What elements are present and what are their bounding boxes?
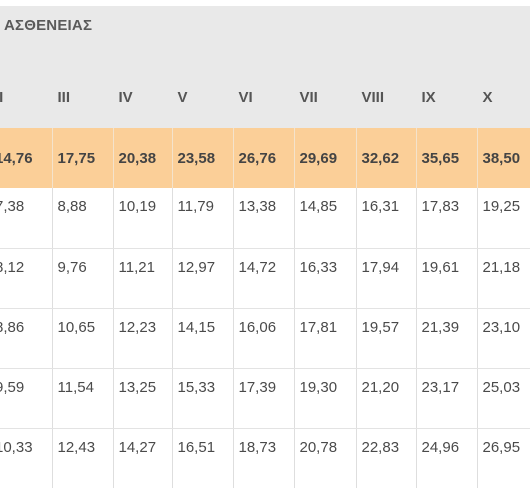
rates-table: IIIIIIVVVIVIIVIIIIXX14,7617,7520,3823,58… [0, 68, 530, 488]
column-header: X [477, 68, 530, 128]
table-cell: 10,65 [52, 308, 114, 369]
table-cell: 21,39 [416, 308, 478, 369]
table-title-bar: ΑΣΘΕΝΕΙΑΣ [0, 6, 530, 68]
table-cell: 26,95 [477, 428, 530, 488]
column-header: III [52, 68, 114, 128]
table-cell: 16,51 [172, 428, 234, 488]
highlighted-cell: 17,75 [52, 128, 114, 188]
table-row: 7,388,8810,1911,7913,3814,8516,3117,8319… [0, 188, 530, 249]
table-row: 9,5911,5413,2515,3317,3919,3021,2023,172… [0, 368, 530, 429]
column-header: IX [416, 68, 478, 128]
table-cell: 13,38 [233, 188, 295, 249]
table-cell: 9,59 [0, 368, 53, 429]
highlighted-cell: 20,38 [113, 128, 173, 188]
table-cell: 14,72 [233, 248, 295, 309]
table-cell: 12,23 [113, 308, 173, 369]
column-header: VI [233, 68, 295, 128]
table-cell: 8,88 [52, 188, 114, 249]
column-header: II [0, 68, 53, 128]
table-cell: 17,81 [294, 308, 357, 369]
table-cell: 25,03 [477, 368, 530, 429]
table-cell: 11,21 [113, 248, 173, 309]
table-cell: 17,94 [356, 248, 417, 309]
table-cell: 16,33 [294, 248, 357, 309]
table-cell: 10,33 [0, 428, 53, 488]
table-row: 8,129,7611,2112,9714,7216,3317,9419,6121… [0, 248, 530, 309]
table-cell: 11,54 [52, 368, 114, 429]
column-header: IV [113, 68, 173, 128]
table-cell: 19,57 [356, 308, 417, 369]
table-cell: 20,78 [294, 428, 357, 488]
table-cell: 13,25 [113, 368, 173, 429]
table-cell: 24,96 [416, 428, 478, 488]
column-header: VII [294, 68, 357, 128]
highlighted-cell: 26,76 [233, 128, 295, 188]
table-cell: 9,76 [52, 248, 114, 309]
table-cell: 14,15 [172, 308, 234, 369]
table-cell: 14,85 [294, 188, 357, 249]
highlighted-cell: 14,76 [0, 128, 53, 188]
table-cell: 10,19 [113, 188, 173, 249]
table-cell: 12,43 [52, 428, 114, 488]
highlighted-cell: 23,58 [172, 128, 234, 188]
table-cell: 8,86 [0, 308, 53, 369]
table-cell: 17,39 [233, 368, 295, 429]
table-cell: 21,20 [356, 368, 417, 429]
table-row: 10,3312,4314,2716,5118,7320,7822,8324,96… [0, 428, 530, 488]
table-cell: 23,17 [416, 368, 478, 429]
column-header-row: IIIIIIVVVIVIIVIIIIXX [0, 68, 530, 128]
table-cell: 14,27 [113, 428, 173, 488]
highlighted-cell: 35,65 [416, 128, 478, 188]
table-cell: 8,12 [0, 248, 53, 309]
table-cell: 11,79 [172, 188, 234, 249]
table-cell: 19,61 [416, 248, 478, 309]
table-row: 8,8610,6512,2314,1516,0617,8119,5721,392… [0, 308, 530, 369]
table-cell: 18,73 [233, 428, 295, 488]
table-title: ΑΣΘΕΝΕΙΑΣ [4, 16, 93, 34]
column-header: V [172, 68, 234, 128]
table-cell: 19,25 [477, 188, 530, 249]
highlighted-cell: 32,62 [356, 128, 417, 188]
table-cell: 16,31 [356, 188, 417, 249]
table-cell: 17,83 [416, 188, 478, 249]
table-cell: 19,30 [294, 368, 357, 429]
highlighted-cell: 38,50 [477, 128, 530, 188]
highlighted-row: 14,7617,7520,3823,5826,7629,6932,6235,65… [0, 128, 530, 188]
table-cell: 16,06 [233, 308, 295, 369]
contribution-table: ΑΣΘΕΝΕΙΑΣ IIIIIIVVVIVIIVIIIIXX14,7617,75… [0, 6, 530, 488]
highlighted-cell: 29,69 [294, 128, 357, 188]
table-cell: 21,18 [477, 248, 530, 309]
table-cell: 12,97 [172, 248, 234, 309]
column-header: VIII [356, 68, 417, 128]
table-cell: 23,10 [477, 308, 530, 369]
table-cell: 15,33 [172, 368, 234, 429]
table-cell: 22,83 [356, 428, 417, 488]
table-cell: 7,38 [0, 188, 53, 249]
